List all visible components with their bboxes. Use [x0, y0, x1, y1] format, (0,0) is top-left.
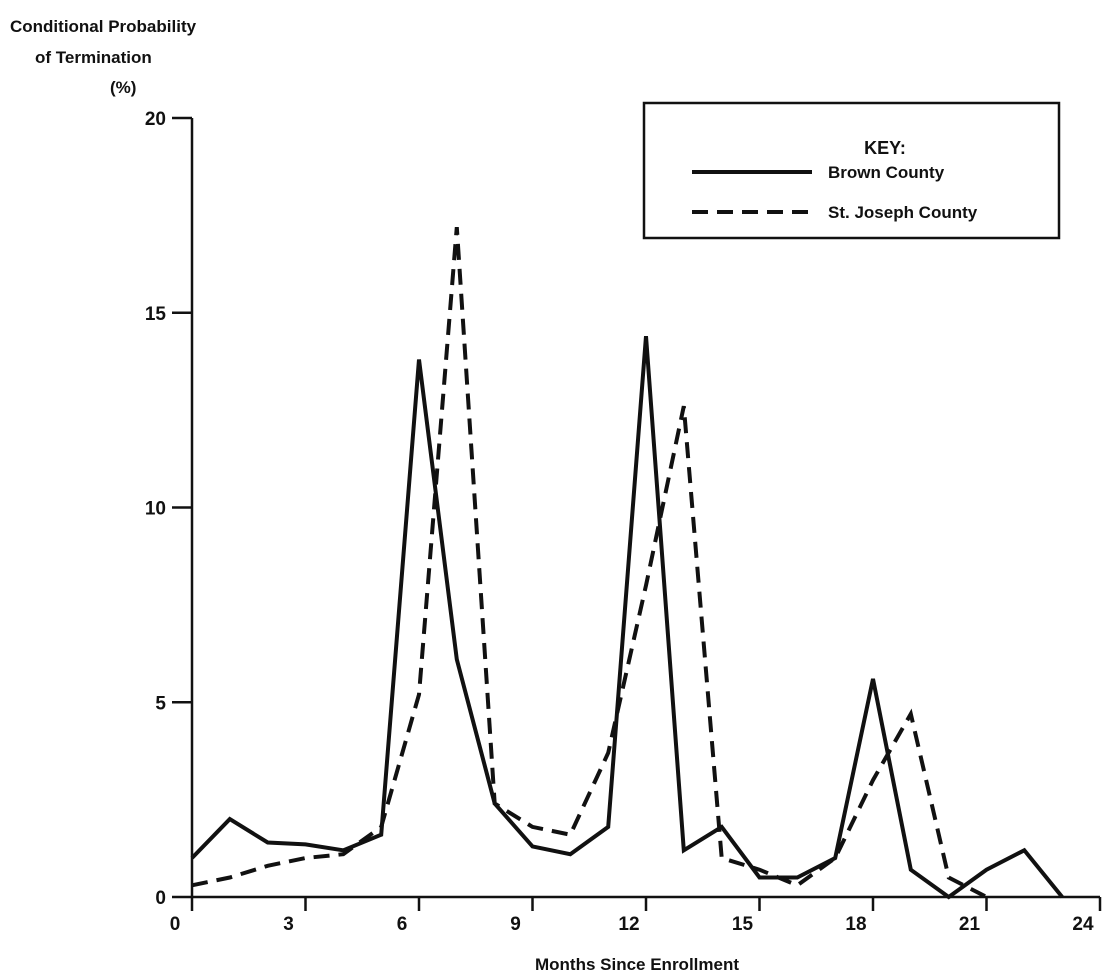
- y-axis-label-line-3: (%): [110, 78, 136, 97]
- x-tick-label: 3: [283, 914, 294, 935]
- x-tick-label: 15: [732, 914, 754, 935]
- legend: KEY: Brown County St. Joseph County: [642, 101, 1061, 240]
- y-axis-label-line-2: of Termination: [35, 48, 152, 67]
- y-axis-label-line-1: Conditional Probability: [10, 17, 197, 36]
- y-tick-label: 5: [155, 693, 166, 714]
- legend-title: KEY:: [864, 138, 906, 158]
- x-tick-label: 24: [1072, 914, 1094, 935]
- series-line-st-joseph-county: [191, 226, 988, 899]
- x-axis-label: Months Since Enrollment: [535, 955, 739, 974]
- legend-label-st-joseph-county: St. Joseph County: [828, 203, 978, 222]
- y-tick-label: 20: [145, 109, 166, 130]
- x-tick-label: 6: [397, 914, 408, 935]
- x-tick-label: 12: [618, 914, 639, 935]
- series-line-brown-county: [190, 335, 1064, 900]
- series-layer: [190, 226, 1064, 900]
- legend-label-brown-county: Brown County: [828, 163, 945, 182]
- x-tick-label: 21: [959, 914, 981, 935]
- y-tick-label: 15: [145, 304, 167, 325]
- x-tick-label: 9: [510, 914, 521, 935]
- y-ticks: 0 5 10 15 20: [145, 109, 192, 909]
- x-tick-label: 18: [845, 914, 866, 935]
- x-tick-label: 0: [170, 914, 181, 935]
- y-axis-label: Conditional Probability of Termination (…: [10, 17, 197, 97]
- x-ticks: 0 3 6 9 12 15 18 21 24: [170, 897, 1102, 935]
- y-tick-label: 10: [145, 499, 166, 520]
- y-tick-label: 0: [155, 888, 166, 909]
